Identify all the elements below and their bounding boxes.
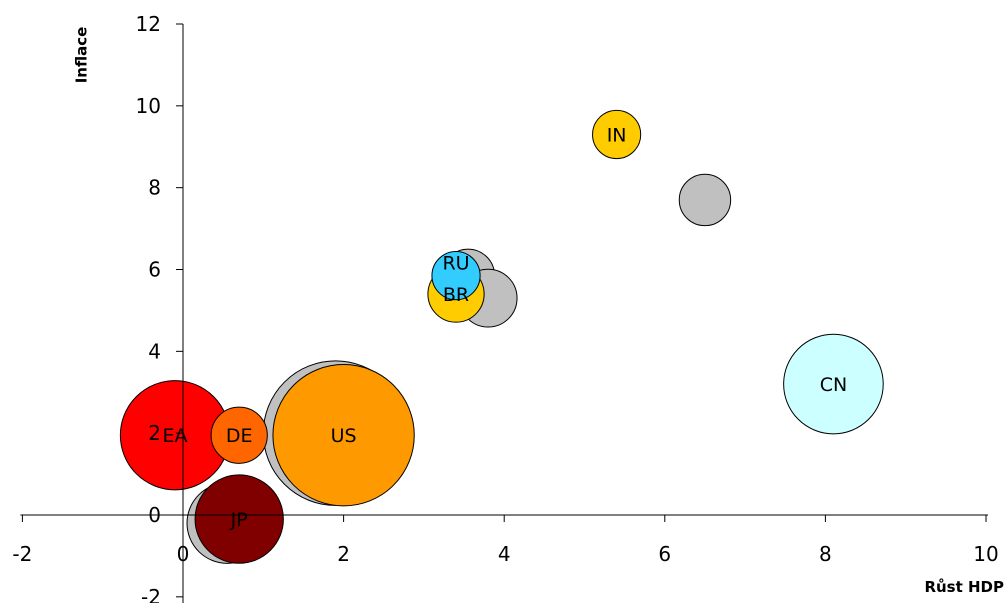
x-axis-title: Růst HDP (924, 578, 1004, 596)
y-tick-label: 12 (136, 12, 161, 36)
x-tick-label: 0 (177, 542, 190, 566)
tick-labels: -2 0 2 4 6 8 10 -2 0 2 4 6 8 10 12 (12, 12, 998, 603)
y-tick-label: -2 (141, 585, 161, 603)
y-tick-label: 4 (148, 339, 161, 363)
bubble-label-jp: JP (230, 509, 248, 531)
bubble-label-de: DE (226, 425, 253, 447)
x-tick-label: 4 (498, 542, 511, 566)
bubble-label-cn: CN (820, 374, 847, 396)
bubble-label-ru: RU (442, 253, 469, 275)
bubble-de (210, 406, 268, 464)
bubble-cn (783, 333, 884, 435)
x-tick-label: 10 (973, 542, 998, 566)
y-axis-title: Inflace (73, 27, 91, 84)
x-tick-label: 6 (658, 542, 671, 566)
y-tick-label: 6 (148, 258, 161, 282)
bubble-label-in: IN (607, 124, 627, 146)
bubble-in (592, 109, 642, 160)
bubble-label-br: BR (443, 284, 469, 306)
country-bubbles (119, 109, 884, 564)
x-tick-label: -2 (12, 542, 32, 566)
y-tick-label: 10 (136, 94, 161, 118)
bubble-jp (194, 474, 284, 564)
y-tick-label: 0 (148, 503, 161, 527)
x-tick-label: 8 (819, 542, 832, 566)
y-tick-label: 8 (148, 176, 161, 200)
bubble-label-ea: EA (162, 425, 187, 447)
bubble-us (272, 364, 415, 507)
y-tick-label: 2 (148, 421, 161, 445)
bubble-labels: RU BR IN CN EA DE US JP (162, 124, 847, 531)
bubble-label-us: US (331, 425, 357, 447)
x-tick-label: 2 (337, 542, 350, 566)
ghost-bubble (678, 173, 732, 227)
bubble-ru (431, 251, 481, 301)
